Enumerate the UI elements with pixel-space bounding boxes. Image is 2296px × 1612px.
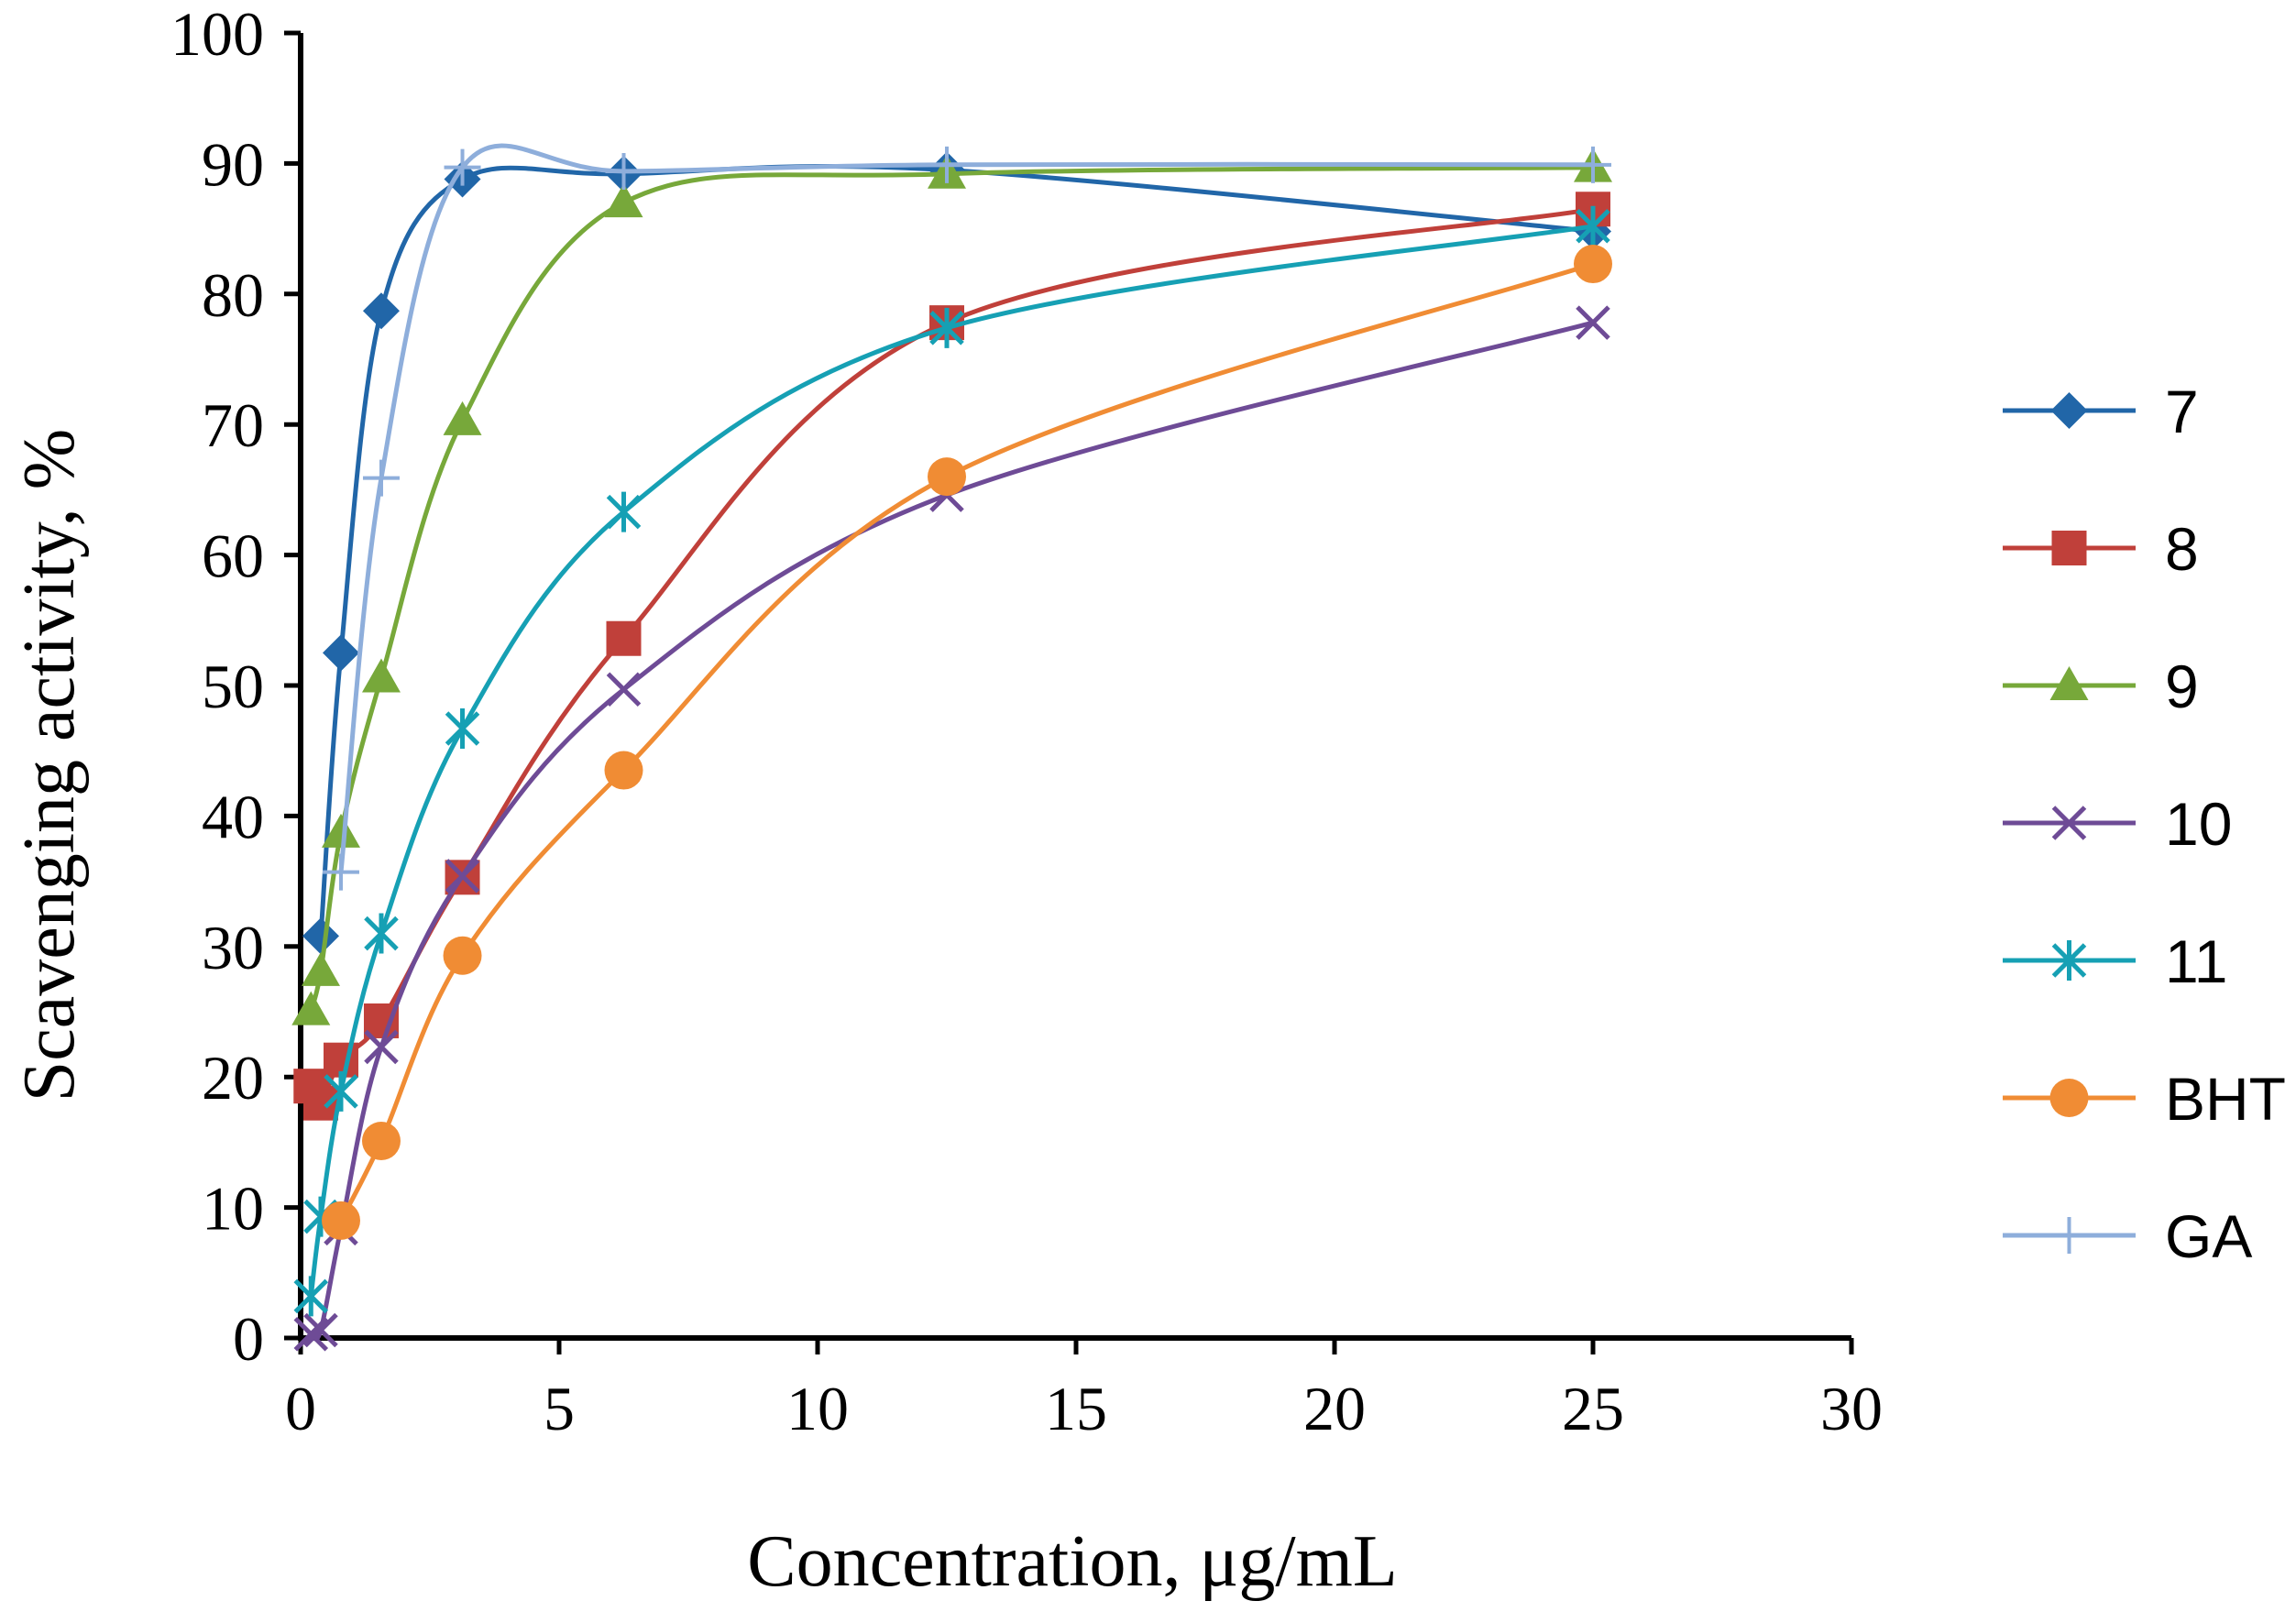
data-point xyxy=(302,1085,338,1121)
legend-item-10: 10 xyxy=(2003,790,2232,858)
data-point xyxy=(606,620,642,656)
data-point xyxy=(606,491,642,532)
x-tick-label: 5 xyxy=(544,1374,575,1443)
legend-marker xyxy=(2051,531,2087,565)
legend: 7 8 9 10 11 BHT GA xyxy=(2003,378,2286,1270)
data-point xyxy=(302,917,339,955)
legend-item-9: 9 xyxy=(2003,652,2199,720)
y-tick-label: 60 xyxy=(202,521,264,591)
data-point xyxy=(1576,305,1610,340)
data-point xyxy=(361,658,401,693)
y-tick-label: 10 xyxy=(202,1174,264,1244)
series-line-GA xyxy=(338,143,1594,872)
series-line-9 xyxy=(308,165,1594,1012)
data-point xyxy=(361,1121,401,1160)
y-tick-label: 90 xyxy=(202,129,264,199)
x-tick-label: 10 xyxy=(786,1374,849,1443)
x-tick-label: 20 xyxy=(1303,1374,1366,1443)
data-point xyxy=(445,707,480,749)
legend-marker xyxy=(2049,1079,2089,1117)
legend-marker xyxy=(2050,1217,2088,1254)
data-point xyxy=(1575,146,1611,183)
series-line-11 xyxy=(308,224,1594,1297)
legend-item-GA: GA xyxy=(2003,1202,2252,1270)
legend-marker xyxy=(2051,940,2087,981)
data-point xyxy=(322,853,359,891)
legend-label: 11 xyxy=(2165,927,2228,995)
series-9 xyxy=(291,148,1612,1025)
y-tick-label: 100 xyxy=(170,0,264,69)
series-layer xyxy=(291,143,1612,1352)
data-point xyxy=(324,1070,358,1112)
data-point xyxy=(928,457,966,497)
data-point xyxy=(604,183,643,218)
legend-marker xyxy=(2050,392,2088,429)
y-tick-label: 40 xyxy=(202,782,264,851)
data-point xyxy=(321,813,360,848)
data-point xyxy=(364,1029,399,1065)
data-point xyxy=(293,1276,329,1317)
legend-marker xyxy=(2051,806,2087,840)
data-point xyxy=(1576,205,1610,247)
data-point xyxy=(321,1201,360,1240)
data-point xyxy=(444,148,481,186)
x-tick-label: 25 xyxy=(1562,1374,1624,1443)
legend-label: BHT xyxy=(2165,1065,2286,1133)
x-tick-label: 15 xyxy=(1045,1374,1107,1443)
data-point xyxy=(929,307,964,348)
data-point xyxy=(1574,245,1612,284)
series-line-BHT xyxy=(338,261,1594,1222)
data-point xyxy=(362,459,400,497)
y-tick-label: 70 xyxy=(202,390,264,460)
data-point xyxy=(303,1312,338,1348)
y-tick-label: 80 xyxy=(202,260,264,330)
legend-label: 10 xyxy=(2165,790,2232,858)
data-point xyxy=(605,152,643,190)
legend-item-7: 7 xyxy=(2003,378,2199,445)
data-point xyxy=(322,634,359,672)
data-point xyxy=(362,292,400,330)
data-point xyxy=(293,1316,329,1352)
legend-label: 7 xyxy=(2165,378,2199,445)
x-axis-title: Concentration, μg/mL xyxy=(747,1521,1397,1602)
y-axis-title: Scavenging activity, % xyxy=(9,429,90,1102)
data-point xyxy=(443,400,482,435)
x-tick-label: 30 xyxy=(1820,1374,1883,1443)
data-point xyxy=(443,936,482,975)
y-tick-label: 30 xyxy=(202,913,264,982)
legend-label: GA xyxy=(2165,1202,2252,1270)
series-GA xyxy=(322,143,1611,891)
axes: 0 10 20 30 40 50 60 70 80 90 100 0 5 10 15 20 25 30 xyxy=(170,0,1883,1443)
legend-label: 8 xyxy=(2165,515,2199,583)
y-tick-label: 0 xyxy=(233,1304,264,1374)
legend-item-BHT: BHT xyxy=(2003,1065,2286,1133)
data-point xyxy=(445,859,480,894)
series-11 xyxy=(293,205,1610,1317)
x-tick-label: 0 xyxy=(285,1374,316,1443)
data-point xyxy=(291,991,331,1025)
series-BHT xyxy=(321,245,1612,1240)
data-point xyxy=(604,751,643,790)
y-tick-label: 50 xyxy=(202,652,264,721)
legend-item-8: 8 xyxy=(2003,515,2199,583)
data-point xyxy=(928,146,965,183)
data-point xyxy=(301,951,340,986)
data-point xyxy=(364,913,399,954)
legend-marker xyxy=(2049,666,2089,700)
legend-item-11: 11 xyxy=(2003,927,2228,995)
data-point xyxy=(606,672,642,707)
legend-label: 9 xyxy=(2165,652,2199,720)
y-tick-label: 20 xyxy=(202,1043,264,1113)
